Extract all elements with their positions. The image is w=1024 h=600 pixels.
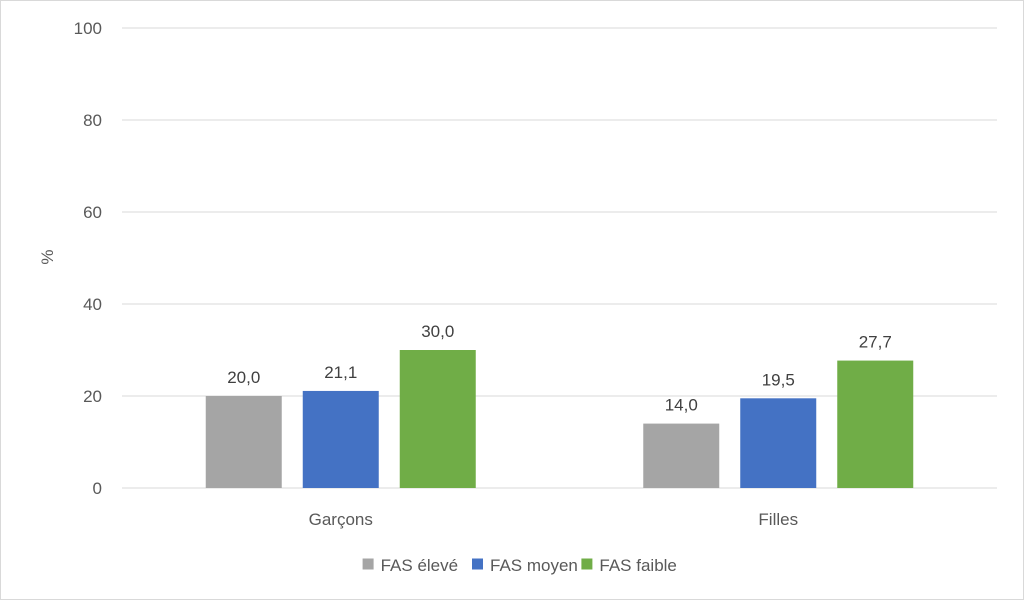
- category-label: Filles: [758, 510, 798, 529]
- bar: [740, 398, 817, 488]
- y-tick-label: 60: [83, 203, 102, 222]
- y-tick-label: 40: [83, 295, 102, 314]
- data-label: 20,0: [227, 368, 260, 387]
- data-label: 27,7: [859, 333, 892, 352]
- legend-swatch: [472, 558, 483, 570]
- bar: [302, 390, 379, 488]
- y-tick-labels: 0 20 40 60 80 100: [74, 19, 102, 498]
- category-label: Garçons: [309, 510, 373, 529]
- bar: [643, 423, 720, 488]
- legend-label: FAS moyen: [490, 556, 578, 575]
- data-label: 14,0: [665, 396, 698, 415]
- legend-label: FAS élevé: [381, 556, 459, 575]
- data-label: 30,0: [421, 322, 454, 341]
- y-tick-label: 80: [83, 111, 102, 130]
- bar: [399, 350, 476, 488]
- y-tick-label: 100: [74, 19, 102, 38]
- category-labels: Garçons Filles: [309, 510, 798, 529]
- y-axis-label: %: [38, 249, 57, 264]
- legend-label: FAS faible: [599, 556, 677, 575]
- data-label: 21,1: [324, 363, 357, 382]
- y-tick-label: 20: [83, 387, 102, 406]
- y-tick-label: 0: [93, 479, 102, 498]
- bars: [205, 350, 914, 488]
- data-label: 19,5: [762, 370, 795, 389]
- legend: FAS élevé FAS moyen FAS faible: [362, 556, 677, 575]
- legend-swatch: [581, 558, 593, 570]
- bar: [205, 396, 282, 488]
- legend-swatch: [362, 558, 374, 570]
- bar: [837, 360, 914, 488]
- data-labels: 20,0 21,1 30,0 14,0 19,5 27,7: [227, 322, 892, 415]
